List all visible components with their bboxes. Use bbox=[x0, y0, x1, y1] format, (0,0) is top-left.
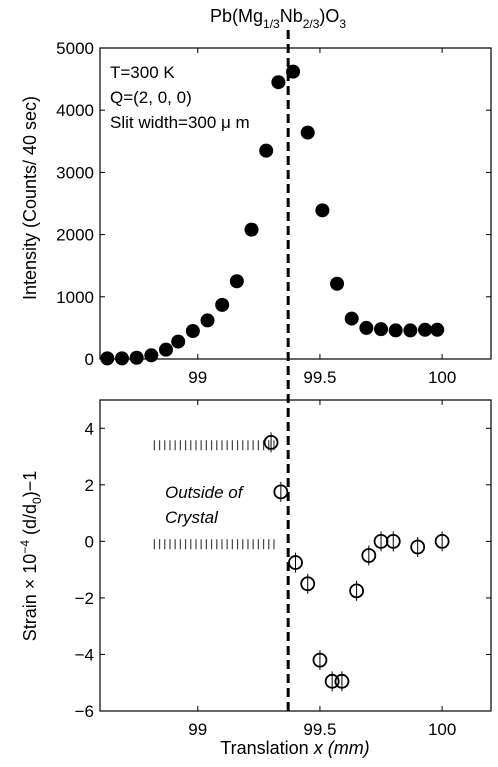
intensity-point bbox=[185, 324, 200, 339]
intensity-point bbox=[200, 313, 215, 328]
bottom-x-axis-label: Translation x (mm) bbox=[220, 738, 369, 758]
chart-title: Pb(Mg1/3Nb2/3)O3 bbox=[210, 6, 346, 31]
intensity-point bbox=[359, 320, 374, 335]
intensity-point bbox=[344, 311, 359, 326]
intensity-point bbox=[144, 348, 159, 363]
strain-point bbox=[324, 673, 340, 689]
annotation-outside: Outside of bbox=[165, 483, 245, 502]
intensity-point bbox=[215, 297, 230, 312]
top-y-tick-label: 1000 bbox=[56, 288, 94, 307]
intensity-point bbox=[158, 342, 173, 357]
top-y-tick-label: 2000 bbox=[56, 226, 94, 245]
intensity-point bbox=[129, 350, 144, 365]
top-plot-frame bbox=[99, 47, 492, 360]
strain-point bbox=[312, 652, 328, 668]
strain-point bbox=[361, 548, 377, 563]
bottom-y-tick-label: −2 bbox=[75, 589, 94, 608]
intensity-point bbox=[374, 322, 389, 337]
bottom-y-tick-label: −6 bbox=[75, 702, 94, 721]
intensity-point bbox=[114, 351, 129, 366]
bottom-y-tick-label: 0 bbox=[85, 532, 94, 551]
bottom-x-tick-label: 99.5 bbox=[303, 720, 336, 739]
strain-series bbox=[263, 432, 450, 692]
intensity-point bbox=[330, 276, 345, 291]
strain-chart: −6 −4 −2 0 2 4 99 99.5 100 Outside of Crystal S… bbox=[18, 399, 492, 758]
bottom-x-tick-label: 99 bbox=[188, 720, 207, 739]
intensity-point bbox=[315, 203, 330, 218]
intensity-point bbox=[259, 143, 274, 158]
top-y-tick-label: 5000 bbox=[56, 39, 94, 58]
intensity-point bbox=[244, 222, 259, 237]
intensity-point bbox=[271, 75, 286, 90]
bottom-x-tick-label: 100 bbox=[428, 720, 456, 739]
top-y-tick-label: 0 bbox=[85, 350, 94, 369]
strain-point bbox=[273, 484, 289, 500]
strain-point bbox=[334, 673, 350, 689]
annotation-crystal: Crystal bbox=[165, 508, 219, 527]
intensity-point bbox=[100, 351, 115, 366]
annotation-slit-width: Slit width=300 μ m bbox=[110, 113, 250, 132]
annotation-q-vector: Q=(2, 0, 0) bbox=[110, 88, 192, 107]
strain-point bbox=[410, 539, 426, 555]
strain-point bbox=[434, 533, 450, 549]
top-y-axis-label: Intensity (Counts/ 40 sec) bbox=[20, 96, 40, 300]
intensity-point bbox=[229, 274, 244, 289]
top-x-tick-label: 99 bbox=[188, 368, 207, 387]
intensity-point bbox=[171, 334, 186, 349]
bottom-y-axis-label: Strain × 10−4 (d/d0)−1 bbox=[18, 471, 44, 642]
intensity-point bbox=[403, 323, 418, 338]
intensity-point bbox=[418, 322, 433, 337]
strain-point bbox=[263, 435, 279, 450]
bottom-y-axis: −6 −4 −2 0 2 4 bbox=[75, 419, 491, 721]
bottom-y-tick-label: −4 bbox=[75, 645, 94, 664]
top-y-tick-label: 3000 bbox=[56, 163, 94, 182]
bottom-plot-frame bbox=[99, 399, 492, 712]
bottom-y-tick-label: 2 bbox=[85, 476, 94, 495]
intensity-point bbox=[430, 322, 445, 337]
top-x-axis: 99 99.5 100 bbox=[188, 48, 456, 387]
top-y-tick-label: 4000 bbox=[56, 101, 94, 120]
bottom-x-axis: 99 99.5 100 bbox=[188, 400, 456, 739]
top-x-tick-label: 100 bbox=[428, 368, 456, 387]
strain-point bbox=[349, 583, 364, 599]
top-y-axis: 0 1000 2000 3000 4000 5000 bbox=[56, 39, 491, 369]
annotation-temperature: T=300 K bbox=[110, 63, 175, 82]
intensity-point bbox=[388, 323, 403, 338]
bottom-y-tick-label: 4 bbox=[85, 419, 94, 438]
intensity-series bbox=[100, 64, 445, 366]
strain-point bbox=[385, 533, 401, 549]
intensity-point bbox=[300, 125, 315, 140]
intensity-chart: Pb(Mg1/3Nb2/3)O3 0 1000 2000 3000 4000 5000 9… bbox=[20, 6, 492, 387]
strain-point bbox=[300, 576, 316, 592]
top-x-tick-label: 99.5 bbox=[303, 368, 336, 387]
